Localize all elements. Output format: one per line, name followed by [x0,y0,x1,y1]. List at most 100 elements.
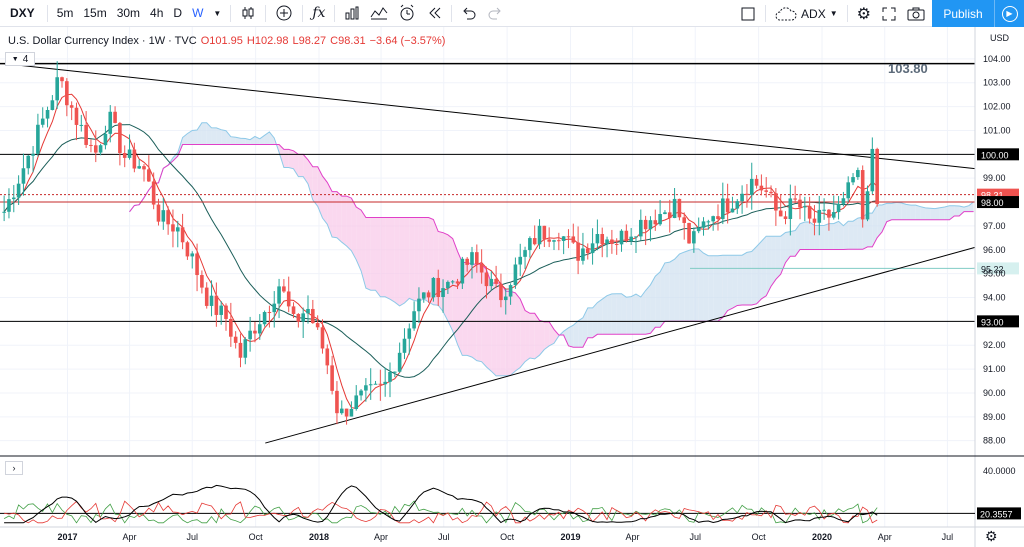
cloud-segment [573,320,579,348]
candle-body [60,77,64,82]
chart-toolbar: DXY 5m 15m 30m 4h D W ▼ ƒx ADX [0,0,1024,27]
candle-body [156,204,161,222]
candle-body [542,225,547,240]
candle-body [590,243,595,254]
cloud-segment [283,149,289,168]
indicators-icon[interactable]: ƒx [312,5,326,21]
fullscreen-layout-icon[interactable] [735,0,761,27]
undo-icon[interactable] [456,0,482,27]
cloud-segment [645,284,651,335]
candle-body [301,313,305,322]
candle-body [36,124,40,154]
candle-body [822,209,826,211]
play-button[interactable]: ▶ [994,0,1024,27]
symbol-search-button[interactable]: DXY [10,6,35,20]
candle-body [499,283,503,301]
interval-5m-button[interactable]: 5m [56,6,74,20]
candle-body [831,212,836,218]
cloud-segment [804,221,810,250]
candle-body [798,199,802,208]
cloud-segment [471,264,477,361]
cloud-segment [423,217,429,303]
candle-body [339,408,344,414]
settings-gear-icon[interactable]: ⚙ [856,5,871,23]
interval-30m-button[interactable]: 30m [116,6,141,20]
redo-icon[interactable] [482,0,508,27]
candle-body [696,227,701,232]
cloud-segment [568,325,574,348]
cloud-segment [621,293,627,335]
cloud-segment [838,221,844,250]
cloud-segment [298,154,304,177]
candle-body [11,197,16,200]
cloud-segment [515,292,521,371]
cloud-segment [713,255,718,322]
cloud-save-button[interactable]: ADX ▼ [770,0,843,27]
candle-body [610,239,614,244]
cloud-segment [312,166,318,207]
cloud-segment [380,217,386,297]
candle-body [528,238,532,251]
candle-body [552,240,556,242]
time-tick-label: Jul [689,532,701,542]
candle-body [368,384,373,386]
snapshot-camera-icon[interactable] [902,0,930,27]
currency-label: USD [990,33,1010,43]
cloud-segment [563,327,569,346]
price-tick-label: 102.00 [983,102,1011,112]
time-tick-label: Apr [626,532,640,542]
chart-settings-gear-icon[interactable]: ⚙ [985,528,998,544]
candle-body [648,220,653,230]
interval-4h-button[interactable]: 4h [150,6,164,20]
templates-icon[interactable] [365,0,393,27]
interval-d-button[interactable]: D [173,6,183,20]
candle-body [132,149,137,169]
interval-w-button[interactable]: W [192,6,204,20]
compare-add-icon[interactable] [270,0,298,27]
candle-body [803,206,807,208]
candle-body [383,381,387,385]
time-tick-label: 2020 [812,532,832,542]
cloud-segment [669,259,675,322]
cloud-segment [896,202,902,220]
candle-body [518,256,523,265]
replay-icon[interactable] [421,0,447,27]
price-tick-label: 90.00 [983,388,1006,398]
cloud-segment [534,313,540,359]
cloud-segment [192,130,198,145]
slow-ma-line [3,124,878,378]
candle-body [523,250,527,257]
candle-body [320,327,325,349]
alert-icon[interactable] [393,0,421,27]
price-axis: 88.00 89.00 90.00 91.00 92.00 94.00 95.00 96.00… [974,27,1011,547]
candle-body [69,105,74,108]
fullscreen-icon[interactable] [876,0,902,27]
interval-15m-button[interactable]: 15m [83,6,107,20]
cloud-segment [322,176,328,225]
indicator-toggle[interactable]: ▼ 4 [5,52,35,66]
toolbar-divider [46,4,48,22]
candle-body [494,278,498,284]
level-tag [977,315,1019,328]
candle-body [103,133,108,146]
trendlines [4,63,976,444]
cloud-segment [901,202,907,220]
financials-icon[interactable] [339,0,365,27]
time-tick-label: 2017 [58,532,78,542]
candle-style-icon[interactable] [235,0,261,27]
time-tick-label: Oct [249,532,264,542]
cloud-segment [939,206,945,220]
interval-dropdown-icon[interactable]: ▼ [213,8,222,18]
cloud-segment [476,264,482,362]
cloud-segment [336,191,342,243]
publish-button[interactable]: Publish [932,0,994,27]
cloud-segment [235,137,241,145]
cloud-segment [505,291,511,376]
pane-collapse-toggle[interactable]: › [5,461,23,475]
candle-body [870,148,875,192]
candle-body [489,278,494,287]
cloud-segment [824,223,829,250]
candle-body [407,328,412,339]
price-tick-label: 89.00 [983,412,1006,422]
